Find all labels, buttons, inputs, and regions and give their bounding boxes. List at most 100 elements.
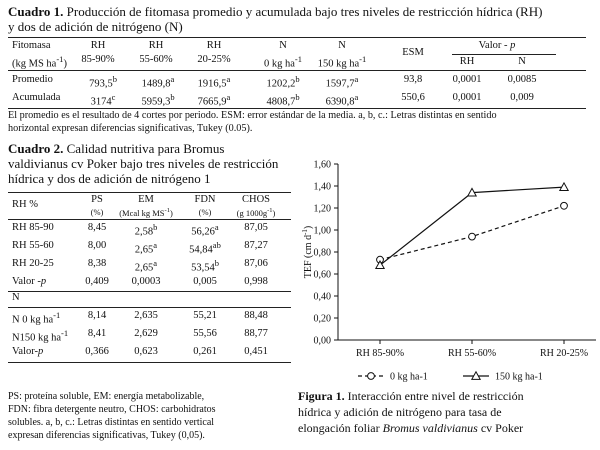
legend-label-2: 150 kg ha-1 <box>495 372 543 383</box>
table1-cell: 4808,7b <box>266 92 300 108</box>
table2-cell: 55,21 <box>193 310 217 321</box>
table2-cell: 0,0003 <box>131 276 161 287</box>
table1-note-line2: horizontal expresan diferencias signific… <box>8 123 253 134</box>
table2-cell: 88,48 <box>244 310 268 321</box>
table1-head-rh1-range: 85-90% <box>81 54 115 65</box>
table1-valor-p-rule <box>452 54 556 55</box>
figure-caption-text-3: elongación foliar <box>298 421 383 435</box>
table1-bottom-rule <box>8 108 586 109</box>
series-line-2 <box>379 186 565 266</box>
table2-caption-text-2: valdivianus cv Poker bajo tres niveles d… <box>8 156 279 171</box>
legend-marker-1 <box>367 372 375 380</box>
table2-cell: 2,629 <box>134 328 158 339</box>
y-tick-label: 0,60 <box>314 270 332 281</box>
table1-head-esm: ESM <box>402 47 424 58</box>
table1-head-rh3-range: 20-25% <box>197 54 231 65</box>
table1-caption-label: Cuadro 1. <box>8 4 64 19</box>
table1-head-fitomasa: Fitomasa <box>12 40 51 51</box>
table1-caption: Cuadro 1. Producción de fitomasa promedi… <box>8 4 598 34</box>
table1-cell: 550,6 <box>401 92 425 103</box>
table1-cell: 7665,9a <box>197 92 231 108</box>
y-tick-label: 1,40 <box>314 182 332 193</box>
table2-caption-text: Calidad nutritiva para Bromus <box>63 141 225 156</box>
table2-cell: 2,65a <box>134 240 158 256</box>
table2-row-label: Valor-p <box>12 346 44 357</box>
table1-head-rh2: RH <box>148 40 164 51</box>
table2-cell: 0,005 <box>193 276 217 287</box>
table1-head-n2-dose: 150 kg ha-1 <box>317 54 367 70</box>
table1-cell: 3174c <box>90 92 116 108</box>
table2-footnote-line3: solubles. a, b, c.: Letras distintas en … <box>8 417 215 428</box>
table1-cell: 93,8 <box>403 74 423 85</box>
table2-row-label: RH 85-90 <box>12 222 54 233</box>
table1-row-label: Promedio <box>12 74 53 85</box>
table2-head-chos-unit: (g 1000g-1) <box>236 207 276 218</box>
table1-cell: 1489,8a <box>141 74 175 90</box>
table2-cell: 87,06 <box>244 258 268 269</box>
table2-cell: 55,56 <box>193 328 217 339</box>
table2-cell: 2,635 <box>134 310 158 321</box>
x-tick-label: RH 85-90% <box>356 348 404 359</box>
table2-head-fdn-unit: (%) <box>198 207 212 217</box>
table1-note-line1: El promedio es el resultado de 4 cortes … <box>8 110 497 121</box>
series-1-point <box>468 232 476 241</box>
figure-caption-species: Bromus valdivianus <box>382 421 478 435</box>
table1-cell: 0,009 <box>510 92 534 103</box>
y-tick-label: 0,00 <box>314 336 332 347</box>
table2-cell: 87,27 <box>244 240 268 251</box>
series-1-point <box>560 201 568 210</box>
table1-head-fitomasa-unit: (kg MS ha-1) <box>12 54 67 70</box>
table1-head-valor-p: Valor - p <box>478 40 516 51</box>
table1-cell: 0,0001 <box>452 92 482 103</box>
table2-cell: 0,623 <box>134 346 158 357</box>
table2-head-chos: CHOS <box>241 194 271 205</box>
table2-top-rule <box>8 192 291 193</box>
table2-cell: 0,261 <box>193 346 217 357</box>
table2-row-label: N150 kg ha-1 <box>12 328 69 344</box>
legend-marker-2 <box>470 370 482 380</box>
table2-caption-text-3: hídrica y dos de adición de nitrógeno 1 <box>8 171 211 186</box>
table1-head-rh3: RH <box>206 40 222 51</box>
table2-cell: 2,65a <box>134 258 158 274</box>
table2-cell: 8,41 <box>87 328 107 339</box>
table2-mid-rule <box>8 291 291 292</box>
table1-head-p-n: N <box>518 56 526 67</box>
table1-cell: 793,5b <box>89 74 117 90</box>
table2-head-ps-unit: (%) <box>90 207 104 217</box>
y-tick-label: 1,00 <box>314 226 332 237</box>
table1-cell: 6390,8a <box>325 92 359 108</box>
table1-cell: 1202,2b <box>266 74 300 90</box>
tef-line-chart: 0,00 0,20 0,40 0,60 0,80 1,00 1,20 1,40 1,60 RH 8… <box>301 160 596 383</box>
table1-cell: 1916,5a <box>197 74 231 90</box>
figure-caption-text-2: hídrica y adición de nitrógeno para tasa… <box>298 405 502 419</box>
table1-head-n1-dose: 0 kg ha-1 <box>263 54 303 70</box>
table2-caption-label: Cuadro 2. <box>8 141 64 156</box>
table2-cell: 56,26a <box>191 222 219 238</box>
table2-cell: 88,77 <box>244 328 268 339</box>
table2-cell: 0,409 <box>85 276 109 287</box>
y-tick-label: 0,40 <box>314 292 332 303</box>
table1-head-n2: N <box>338 40 346 51</box>
y-tick-label: 0,80 <box>314 248 332 259</box>
table2-cell: 2,58b <box>134 222 158 238</box>
x-tick-label: RH 55-60% <box>448 348 496 359</box>
table1-caption-text: Producción de fitomasa promedio y acumul… <box>63 4 543 19</box>
series-2-point <box>466 187 478 197</box>
table2-cell: 54,84ab <box>189 240 221 256</box>
table1-header-rule <box>8 70 586 71</box>
table2-cell: 0,451 <box>244 346 268 357</box>
table2-head-em: EM <box>138 194 154 205</box>
figure-caption-text-4: cv Poker <box>477 421 524 435</box>
table2-footnote-line4: expresan diferencias significativas, Tuk… <box>8 430 205 441</box>
y-axis-title: TEF (cm d-1) <box>301 226 314 279</box>
table1-cell: 0,0001 <box>452 74 482 85</box>
table2-cell: 0,366 <box>85 346 109 357</box>
table2-cell: 8,38 <box>87 258 107 269</box>
figure-caption: Figura 1. Interacción entre nivel de res… <box>298 388 596 436</box>
table2-caption: Cuadro 2. Calidad nutritiva para Bromus … <box>8 141 308 186</box>
table2-row-label: RH 55-60 <box>12 240 54 251</box>
figure-caption-text: Interacción entre nivel de restricción <box>344 389 524 403</box>
table1-top-rule <box>8 37 586 38</box>
table2-head-rh: RH % <box>12 199 38 210</box>
table1-head-p-rh: RH <box>459 56 475 67</box>
